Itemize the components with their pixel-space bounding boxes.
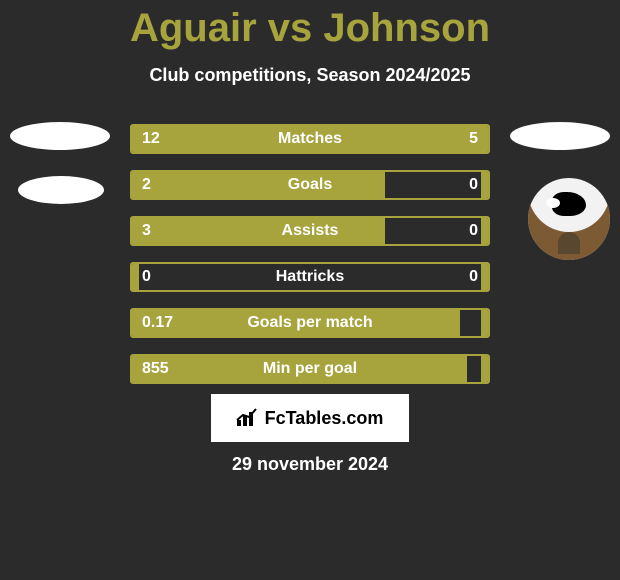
team-right-logo-placeholder-1 [510,122,610,150]
stat-label: Goals per match [132,314,488,332]
stat-row: 20Goals [130,170,490,200]
subtitle: Club competitions, Season 2024/2025 [0,65,620,86]
stat-row: 855Min per goal [130,354,490,384]
stat-row: 00Hattricks [130,262,490,292]
stat-label: Goals [132,176,488,194]
team-right-crest [528,178,610,260]
stat-label: Hattricks [132,268,488,286]
stat-label: Matches [132,130,488,148]
team-left-logo-placeholder-2 [18,176,104,204]
date-text: 29 november 2024 [0,454,620,475]
branding-chart-icon [237,410,259,426]
page-title: Aguair vs Johnson [0,0,620,51]
branding-text: FcTables.com [265,408,384,429]
stat-row: 125Matches [130,124,490,154]
stats-rows: 125Matches 20Goals 30Assists 00Hattricks 0.1… [130,124,490,400]
branding-badge: FcTables.com [211,394,409,442]
stat-label: Assists [132,222,488,240]
stat-row: 0.17Goals per match [130,308,490,338]
team-left-logo-placeholder-1 [10,122,110,150]
stat-row: 30Assists [130,216,490,246]
stat-label: Min per goal [132,360,488,378]
